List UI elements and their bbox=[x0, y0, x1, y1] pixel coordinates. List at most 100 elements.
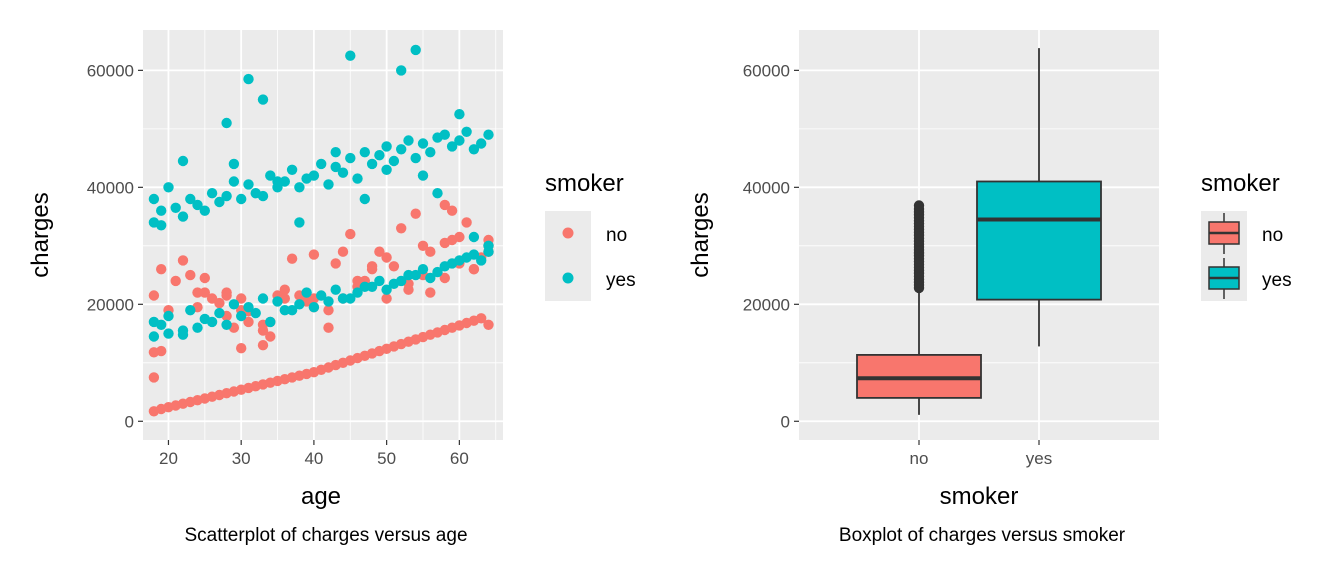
scatter-legend: smoker no yes bbox=[545, 170, 636, 301]
scatter-point-no bbox=[323, 305, 334, 316]
scatter-point-yes bbox=[374, 275, 385, 287]
scatter-point-yes bbox=[417, 170, 429, 181]
scatter-point-no bbox=[192, 287, 203, 298]
scatter-point-yes bbox=[221, 319, 232, 330]
scatter-point-no bbox=[156, 345, 167, 357]
scatter-point-yes bbox=[286, 305, 298, 316]
scatter-point-no bbox=[236, 343, 247, 354]
scatter-point-yes bbox=[468, 249, 480, 260]
scatter-y-tick-label: 40000 bbox=[87, 178, 134, 197]
scatter-y-axis-title: charges bbox=[27, 192, 54, 277]
scatter-point-yes bbox=[323, 179, 334, 190]
scatter-point-no bbox=[156, 264, 167, 275]
box-outlier-no bbox=[913, 200, 925, 211]
scatter-point-no bbox=[323, 322, 334, 333]
scatter-point-yes bbox=[294, 299, 305, 310]
scatter-point-yes bbox=[417, 264, 429, 275]
scatter-point-yes bbox=[330, 147, 341, 158]
scatter-point-yes bbox=[345, 50, 356, 61]
scatter-point-yes bbox=[337, 293, 349, 304]
scatter-point-yes bbox=[163, 328, 174, 339]
scatter-point-no bbox=[461, 217, 472, 228]
scatter-point-yes bbox=[163, 182, 174, 193]
scatter-point-yes bbox=[476, 255, 487, 266]
scatter-panel-background bbox=[143, 30, 503, 440]
scatter-points bbox=[148, 44, 494, 417]
box-x-tick-label: yes bbox=[1026, 449, 1052, 468]
scatter-point-yes bbox=[454, 109, 465, 120]
scatter-point-no bbox=[439, 199, 450, 211]
box-caption: Boxplot of charges versus smoker bbox=[839, 525, 1126, 546]
scatter-point-no bbox=[396, 223, 407, 234]
scatter-point-no bbox=[468, 264, 480, 275]
scatter-point-yes bbox=[265, 170, 276, 181]
scatter-point-yes bbox=[301, 287, 312, 298]
scatter-y-tick-label: 20000 bbox=[87, 295, 134, 314]
scatter-caption: Scatterplot of charges versus age bbox=[184, 525, 467, 546]
scatter-point-yes bbox=[439, 129, 450, 140]
scatter-point-yes bbox=[403, 135, 414, 146]
scatter-legend-point-no bbox=[562, 227, 574, 239]
box-chart: 0 20000 40000 60000 no yes smoker charges Bo… bbox=[687, 30, 1292, 546]
scatter-point-yes bbox=[396, 65, 407, 76]
scatter-point-yes bbox=[177, 211, 189, 222]
scatter-point-no bbox=[206, 293, 218, 304]
scatter-point-yes bbox=[381, 284, 392, 295]
scatter-point-no bbox=[199, 287, 210, 298]
scatter-point-no bbox=[337, 246, 349, 257]
scatter-point-yes bbox=[257, 94, 269, 105]
scatter-point-yes bbox=[410, 152, 421, 164]
scatter-point-yes bbox=[359, 193, 370, 205]
scatter-point-yes bbox=[221, 117, 232, 129]
scatter-x-tick-label: 60 bbox=[450, 449, 469, 468]
scatter-x-ticks: 20 30 40 50 60 bbox=[159, 440, 469, 468]
scatter-y-tick-label: 0 bbox=[125, 412, 134, 431]
box-x-tick-label: no bbox=[910, 449, 929, 468]
scatter-point-no bbox=[308, 249, 320, 260]
scatter-point-yes bbox=[148, 193, 160, 205]
box-boxes bbox=[856, 48, 1102, 415]
scatter-point-yes bbox=[352, 173, 363, 184]
scatter-point-yes bbox=[272, 176, 283, 187]
scatter-point-yes bbox=[185, 305, 196, 316]
scatter-point-yes bbox=[148, 331, 160, 342]
scatter-point-yes bbox=[228, 176, 240, 187]
scatter-point-yes bbox=[432, 266, 443, 278]
box-body-yes bbox=[976, 180, 1102, 301]
scatter-point-no bbox=[177, 255, 189, 266]
scatter-point-yes bbox=[366, 281, 378, 292]
scatter-point-yes bbox=[250, 307, 261, 319]
scatter-point-yes bbox=[156, 205, 167, 216]
scatter-point-no bbox=[439, 272, 450, 284]
box-y-axis-title: charges bbox=[687, 192, 714, 277]
scatter-point-yes bbox=[446, 141, 458, 152]
scatter-point-no bbox=[446, 205, 458, 216]
scatter-point-yes bbox=[228, 158, 240, 170]
scatter-point-yes bbox=[206, 188, 218, 199]
scatter-point-no bbox=[185, 269, 196, 281]
scatter-x-tick-label: 40 bbox=[304, 449, 323, 468]
scatter-point-yes bbox=[323, 296, 334, 307]
scatter-point-yes bbox=[177, 329, 189, 340]
scatter-point-yes bbox=[425, 147, 436, 158]
scatter-point-yes bbox=[177, 155, 189, 167]
scatter-point-no bbox=[170, 275, 181, 287]
box-y-tick-label: 60000 bbox=[743, 61, 790, 80]
scatter-point-no bbox=[148, 372, 160, 383]
scatter-point-yes bbox=[243, 302, 254, 313]
box-legend: smoker no yes bbox=[1201, 170, 1292, 301]
scatter-point-yes bbox=[454, 255, 465, 266]
scatter-x-axis-title: age bbox=[301, 483, 341, 510]
box-y-tick-label: 0 bbox=[781, 412, 790, 431]
scatter-point-yes bbox=[388, 155, 400, 167]
scatter-point-yes bbox=[476, 138, 487, 149]
scatter-point-no bbox=[483, 319, 494, 330]
scatter-point-yes bbox=[330, 284, 341, 295]
scatter-point-no bbox=[381, 293, 392, 304]
scatter-point-no bbox=[410, 208, 421, 219]
scatter-point-yes bbox=[279, 176, 290, 187]
scatter-point-no bbox=[388, 261, 400, 272]
scatter-point-yes bbox=[454, 135, 465, 146]
scatter-point-yes bbox=[214, 196, 225, 208]
